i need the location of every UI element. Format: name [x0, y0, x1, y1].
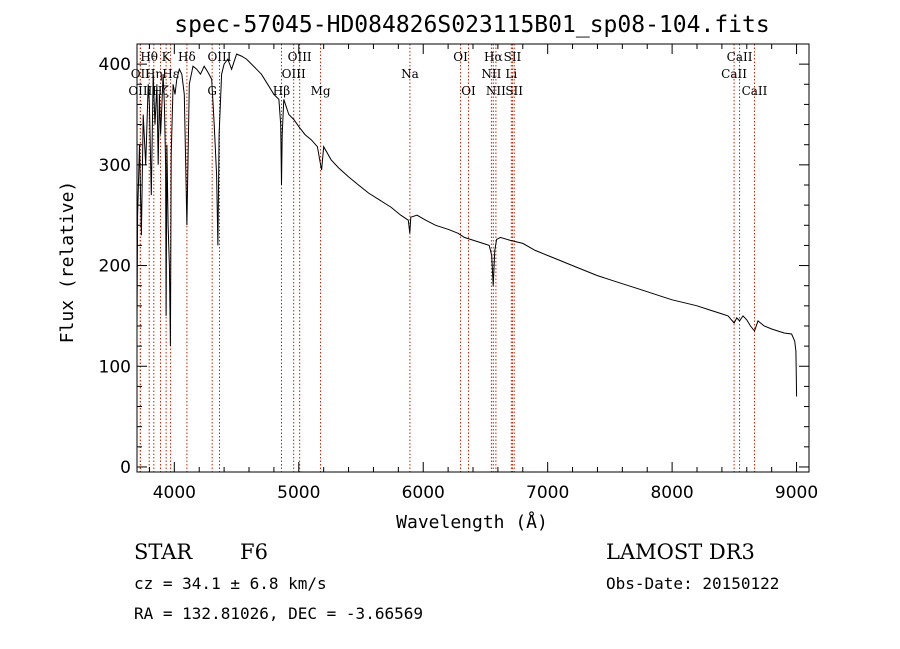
subclass: F6: [240, 540, 268, 564]
line-marker-label: SII: [504, 50, 522, 64]
line-marker-label: NII: [481, 67, 501, 81]
line-marker-label: OI: [453, 50, 468, 64]
x-tick-label: 5000: [277, 483, 320, 503]
line-marker-label: OIII: [207, 50, 231, 64]
y-tick-label: 200: [99, 257, 131, 277]
y-tick-label: 0: [120, 458, 131, 478]
x-axis-ticks: 4000 5000 6000 7000 8000 9000: [148, 44, 818, 503]
x-axis-label: Wavelength (Å): [396, 511, 548, 533]
spectrum-line: [136, 53, 798, 397]
survey-name: LAMOST DR3: [606, 540, 755, 564]
line-marker-label: OII: [131, 67, 151, 81]
line-marker-label: OI: [461, 84, 476, 98]
y-tick-label: 400: [99, 55, 131, 75]
obs-date: Obs-Date: 20150122: [606, 574, 779, 593]
coordinates: RA = 132.81026, DEC = -3.66569: [134, 604, 423, 623]
x-tick-label: 7000: [526, 483, 569, 503]
x-tick-label: 4000: [153, 483, 196, 503]
line-marker-label: Hδ: [178, 50, 196, 64]
x-tick-label: 8000: [650, 483, 693, 503]
line-marker-label: K: [162, 50, 172, 64]
x-tick-label: 6000: [402, 483, 445, 503]
line-marker-label: OIII: [282, 67, 306, 81]
plot-frame: [136, 43, 810, 473]
x-tick-label: 9000: [775, 483, 818, 503]
line-marker-label: Hε: [162, 67, 179, 81]
line-markers: [139, 44, 755, 472]
object-type: STAR: [134, 540, 193, 564]
line-marker-label: Hη: [145, 67, 163, 81]
line-marker-label: Li: [505, 67, 517, 81]
y-axis-label: Flux (relative): [57, 181, 78, 344]
y-axis-ticks: 0 100 200 300 400: [99, 55, 809, 478]
y-tick-label: 300: [99, 156, 131, 176]
line-marker-label: CaII: [727, 50, 753, 64]
line-marker-label: Mg: [311, 84, 331, 98]
line-marker-label: NII: [486, 84, 506, 98]
redshift-value: cz = 34.1 ± 6.8 km/s: [134, 574, 327, 593]
y-tick-label: 100: [99, 357, 131, 377]
line-marker-label: Hα: [484, 50, 503, 64]
line-marker-label: OIII: [288, 50, 312, 64]
line-marker-label: OIII: [128, 84, 152, 98]
line-marker-label: CaII: [721, 67, 747, 81]
line-marker-label: CaII: [742, 84, 768, 98]
line-marker-label: SII: [505, 84, 523, 98]
line-marker-label: Na: [401, 67, 419, 81]
line-marker-label: Hζ: [152, 84, 169, 98]
line-marker-label: Hθ: [140, 50, 158, 64]
chart-title: spec-57045-HD084826S023115B01_sp08-104.f…: [174, 12, 769, 38]
line-marker-label: Hβ: [273, 84, 290, 98]
